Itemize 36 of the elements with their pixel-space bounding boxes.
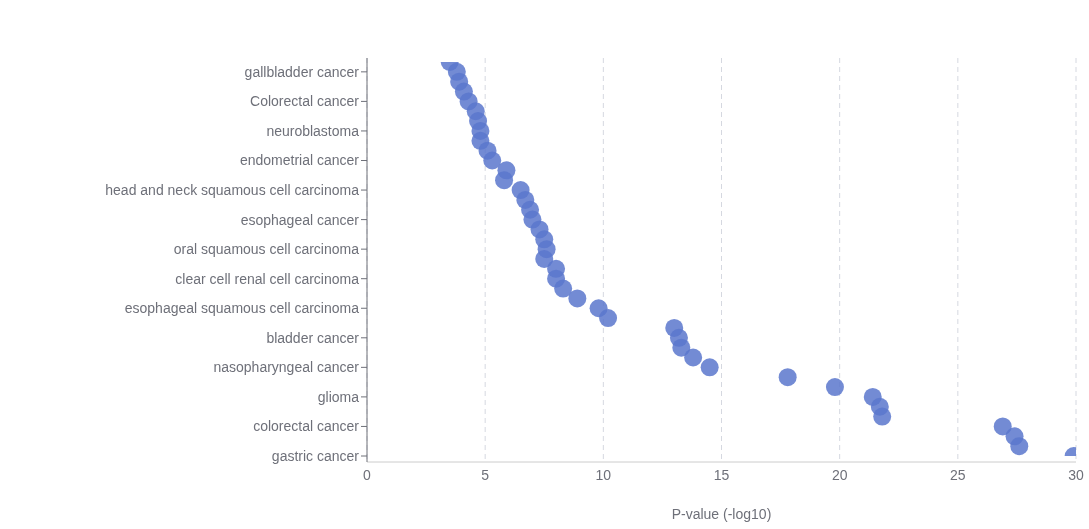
point [993,417,1012,436]
point [778,368,797,387]
point [599,309,618,328]
point [483,151,502,170]
y-tick-label: gastric cancer [271,447,360,464]
x-tick-label: 30 [1068,466,1084,483]
y-tick-label: Colorectal cancer [250,93,360,110]
x-tick-label: 5 [481,466,490,483]
point [535,250,554,268]
point [554,279,573,298]
y-tick-label: endometrial cancer [239,152,360,169]
x-tick-label: 0 [363,466,372,483]
point [700,358,719,377]
x-tick-label: 20 [831,466,848,483]
point [825,378,844,397]
y-tick-label: clear cell renal cell carcinoma [175,270,360,287]
x-tick-label: 10 [595,466,612,483]
x-tick-label: 15 [713,466,730,483]
y-tick-label: esophageal cancer [240,211,360,228]
point [568,289,587,308]
point [1010,437,1029,456]
y-tick-label: nasopharyngeal cancer [213,359,360,376]
point [495,171,514,190]
point [684,348,703,367]
y-tick-label: head and neck squamous cell carcinoma [105,182,360,199]
y-tick-label: oral squamous cell carcinoma [173,241,360,258]
x-axis-title: P-value (-log10) [671,506,772,522]
y-tick-label: esophageal squamous cell carcinoma [124,300,360,317]
y-tick-label: neuroblastoma [266,122,360,139]
y-tick-label: colorectal cancer [253,418,360,435]
y-tick-label: gallbladder cancer [244,63,360,80]
y-tick-label: glioma [317,388,360,405]
point [873,407,892,426]
point [672,338,691,357]
x-tick-label: 25 [950,466,966,483]
y-tick-label: bladder cancer [266,329,360,346]
